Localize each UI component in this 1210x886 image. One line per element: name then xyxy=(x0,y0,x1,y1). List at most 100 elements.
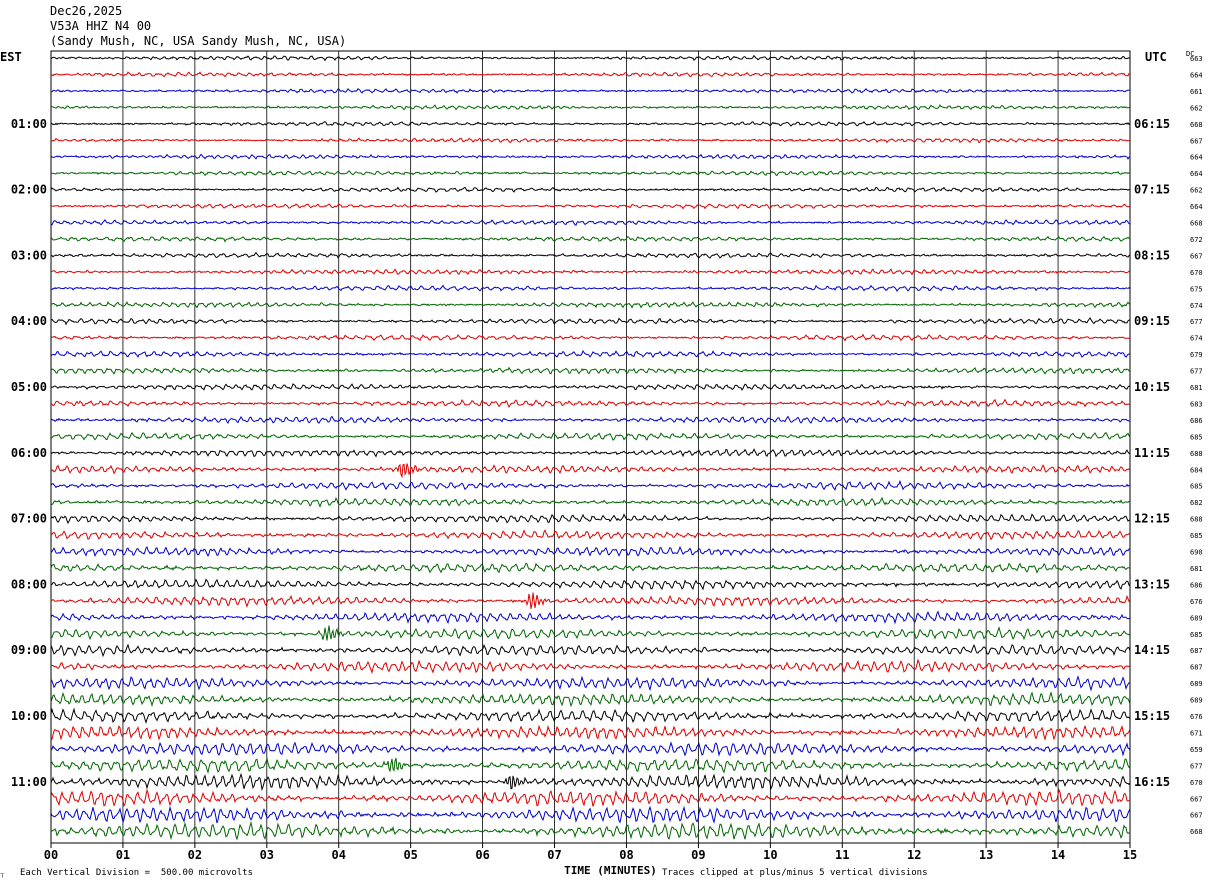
dc-offset-label: 686 xyxy=(1190,581,1203,589)
seismic-trace xyxy=(50,268,1131,276)
dc-offset-label: 668 xyxy=(1190,121,1203,129)
dc-offset-label: 688 xyxy=(1190,516,1203,524)
seismic-trace xyxy=(50,54,1131,62)
seismic-trace xyxy=(50,104,1131,111)
left-hour-label: 11:00 xyxy=(11,775,47,789)
right-hour-label: 12:15 xyxy=(1134,512,1170,526)
seismic-trace xyxy=(50,592,1131,609)
dc-offset-label: 671 xyxy=(1190,729,1203,737)
x-tick-label: 12 xyxy=(907,848,921,862)
seismic-trace xyxy=(50,186,1131,193)
dc-offset-label: 667 xyxy=(1190,252,1203,260)
seismic-trace xyxy=(50,707,1131,725)
seismic-trace xyxy=(50,610,1131,625)
x-tick-label: 11 xyxy=(835,848,849,862)
right-hour-label: 15:15 xyxy=(1134,709,1170,723)
station-location: (Sandy Mush, NC, USA Sandy Mush, NC, USA… xyxy=(50,34,347,48)
dc-offset-label: 685 xyxy=(1190,631,1203,639)
seismic-trace xyxy=(50,463,1131,479)
seismic-trace xyxy=(50,496,1131,508)
dc-offset-label: 688 xyxy=(1190,450,1203,458)
dc-offset-label: 682 xyxy=(1190,499,1203,507)
seismic-trace xyxy=(50,643,1131,658)
seismic-trace xyxy=(50,545,1131,558)
right-hour-label: 14:15 xyxy=(1134,643,1170,657)
x-axis-label: TIME (MINUTES) xyxy=(564,864,657,877)
seismic-trace xyxy=(50,658,1131,675)
station-code: V53A HHZ N4 00 xyxy=(50,19,152,33)
right-hour-label: 11:15 xyxy=(1134,446,1170,460)
seismic-trace xyxy=(50,675,1131,692)
x-tick-label: 01 xyxy=(116,848,130,862)
x-tick-label: 03 xyxy=(260,848,274,862)
dc-offset-label: 687 xyxy=(1190,647,1203,655)
dc-offset-label: 663 xyxy=(1190,55,1203,63)
left-hour-label: 02:00 xyxy=(11,183,47,197)
seismic-trace xyxy=(50,690,1131,708)
dc-offset-label: 684 xyxy=(1190,466,1203,474)
x-tick-label: 13 xyxy=(979,848,993,862)
seismic-trace xyxy=(50,529,1131,541)
dc-offset-label: 668 xyxy=(1190,220,1203,228)
x-tick-label: 02 xyxy=(188,848,202,862)
dc-offset-label: 672 xyxy=(1190,236,1203,244)
seismic-trace xyxy=(51,137,1131,144)
dc-offset-label: 667 xyxy=(1190,812,1203,820)
dc-offset-label: 686 xyxy=(1190,417,1203,425)
x-tick-label: 04 xyxy=(332,848,346,862)
left-timezone-label: EST xyxy=(0,50,22,64)
seismic-trace xyxy=(50,562,1131,574)
left-hour-label: 01:00 xyxy=(11,117,47,131)
dc-offset-label: 677 xyxy=(1190,318,1203,326)
dc-offset-label: 670 xyxy=(1190,779,1203,787)
seismic-trace xyxy=(50,301,1131,309)
seismic-trace xyxy=(50,235,1130,243)
left-hour-label: 10:00 xyxy=(11,709,47,723)
seismic-trace xyxy=(50,383,1131,391)
dc-offset-label: 676 xyxy=(1190,713,1203,721)
seismic-trace xyxy=(50,398,1131,408)
right-timezone-label: UTC xyxy=(1145,50,1167,64)
dc-offset-label: 687 xyxy=(1190,664,1203,672)
left-hour-label: 08:00 xyxy=(11,577,47,591)
dc-offset-label: 681 xyxy=(1190,384,1203,392)
scale-icon: ⸆ xyxy=(0,873,5,883)
dc-offset-label: 677 xyxy=(1190,762,1203,770)
dc-offset-label: 689 xyxy=(1190,680,1203,688)
dc-offset-label: 685 xyxy=(1190,433,1203,441)
dc-offset-label: 668 xyxy=(1190,828,1203,836)
x-tick-label: 15 xyxy=(1123,848,1137,862)
seismic-trace xyxy=(50,349,1131,359)
seismic-trace xyxy=(51,120,1131,127)
seismic-trace xyxy=(50,88,1131,94)
seismic-trace xyxy=(50,153,1131,160)
dc-offset-label: 664 xyxy=(1190,154,1203,162)
x-tick-label: 06 xyxy=(475,848,489,862)
dc-offset-label: 677 xyxy=(1190,368,1203,376)
dc-offset-label: 664 xyxy=(1190,170,1203,178)
dc-header-label: DC xyxy=(1186,50,1195,58)
dc-offset-label: 675 xyxy=(1190,285,1203,293)
dc-offset-label: 667 xyxy=(1190,795,1203,803)
dc-offset-label: 676 xyxy=(1190,598,1203,606)
x-tick-label: 00 xyxy=(44,848,58,862)
seismic-trace xyxy=(50,479,1131,491)
dc-offset-label: 689 xyxy=(1190,614,1203,622)
dc-offset-label: 679 xyxy=(1190,351,1203,359)
left-hour-label: 03:00 xyxy=(11,248,47,262)
seismic-trace xyxy=(50,513,1131,525)
dc-offset-label: 685 xyxy=(1190,483,1203,491)
dc-offset-label: 683 xyxy=(1190,400,1203,408)
seismic-trace xyxy=(50,578,1131,591)
right-hour-label: 10:15 xyxy=(1134,380,1170,394)
right-hour-label: 08:15 xyxy=(1134,248,1170,262)
plot-frame xyxy=(50,50,1131,844)
x-tick-label: 07 xyxy=(547,848,561,862)
seismic-trace xyxy=(50,316,1131,326)
dc-offset-label: 664 xyxy=(1190,203,1203,211)
seismic-trace xyxy=(50,219,1131,226)
left-hour-label: 07:00 xyxy=(11,512,47,526)
seismic-trace xyxy=(50,284,1131,292)
dc-offset-label: 662 xyxy=(1190,187,1203,195)
